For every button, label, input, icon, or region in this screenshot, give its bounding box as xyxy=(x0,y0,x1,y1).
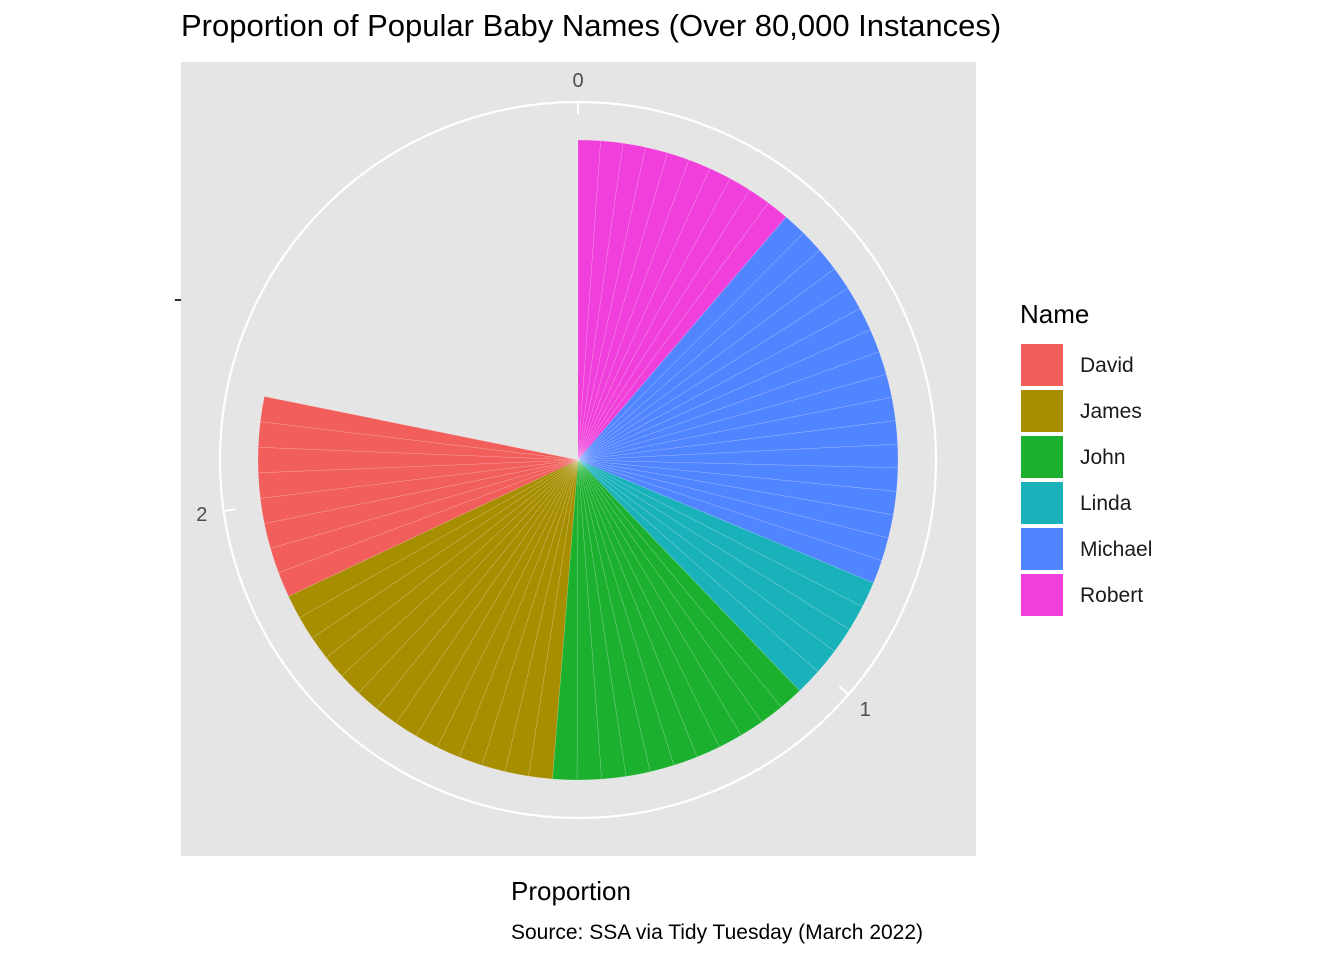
legend-item-linda: Linda xyxy=(1020,481,1320,527)
legend-label: Robert xyxy=(1080,584,1143,608)
y-axis-tick: - xyxy=(174,283,183,313)
tick-label-0: 0 xyxy=(572,70,583,92)
tick-label-1: 1 xyxy=(860,699,871,721)
x-axis-label: Proportion xyxy=(511,876,631,907)
legend-swatch xyxy=(1020,481,1064,525)
legend-label: David xyxy=(1080,354,1134,378)
legend-item-david: David xyxy=(1020,343,1320,389)
tick-label-2: 2 xyxy=(196,504,207,526)
legend-swatch xyxy=(1020,389,1064,433)
legend-label: Linda xyxy=(1080,492,1131,516)
legend-swatch xyxy=(1020,435,1064,479)
legend-item-michael: Michael xyxy=(1020,527,1320,573)
legend-item-robert: Robert xyxy=(1020,573,1320,619)
legend-swatch xyxy=(1020,343,1064,387)
legend-label: James xyxy=(1080,400,1142,424)
legend-swatch xyxy=(1020,573,1064,617)
legend-swatch xyxy=(1020,527,1064,571)
legend-label: John xyxy=(1080,446,1126,470)
legend-label: Michael xyxy=(1080,538,1152,562)
legend-title: Name xyxy=(1020,299,1089,330)
legend-item-james: James xyxy=(1020,389,1320,435)
legend-item-john: John xyxy=(1020,435,1320,481)
source-caption: Source: SSA via Tidy Tuesday (March 2022… xyxy=(511,921,923,945)
